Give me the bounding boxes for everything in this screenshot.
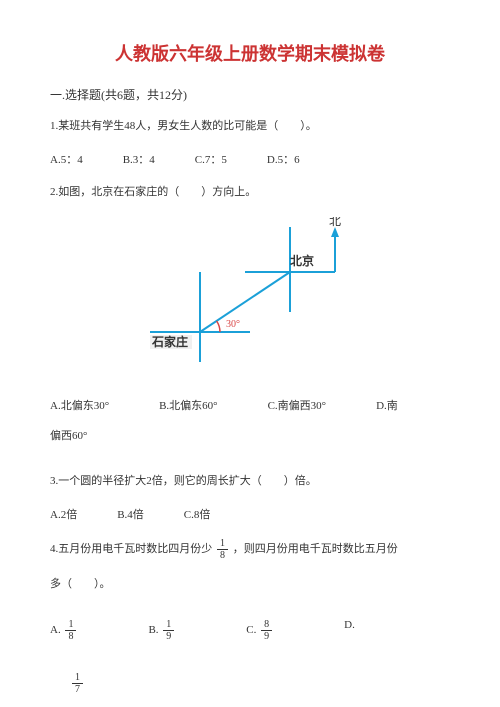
question-3: 3.一个圆的半径扩大2倍，则它的周长扩大（ ）倍。 xyxy=(50,472,450,492)
angle-label: 30° xyxy=(226,319,240,330)
question-3-options: A.2倍 B.4倍 C.8倍 xyxy=(50,506,450,522)
q1-option-c: C.7：5 xyxy=(195,151,227,167)
q3-option-a: A.2倍 xyxy=(50,506,77,522)
page-title: 人教版六年级上册数学期末模拟卷 xyxy=(50,40,450,66)
section-header: 一.选择题(共6题，共12分) xyxy=(50,86,450,103)
q1-option-a: A.5：4 xyxy=(50,151,83,167)
q2-option-c: C.南偏西30° xyxy=(268,397,327,413)
q2-option-b: B.北偏东60° xyxy=(159,397,218,413)
q4-frac-main: 1 8 xyxy=(217,538,228,561)
question-4-cont: 多（ ）。 xyxy=(50,575,450,595)
q4-option-d: D. xyxy=(344,619,355,642)
question-4: 4.五月份用电千瓦时数比四月份少 1 8 ，则四月份用电千瓦时数比五月份 xyxy=(50,538,450,561)
question-2: 2.如图，北京在石家庄的（ ）方向上。 xyxy=(50,183,450,203)
q2-option-d: D.南 xyxy=(376,397,398,413)
q3-option-c: C.8倍 xyxy=(184,506,211,522)
question-1-options: A.5：4 B.3：4 C.7：5 D.5：6 xyxy=(50,151,450,167)
q4-text-2: ，则四月份用电千瓦时数比五月份 xyxy=(233,543,398,555)
q4-option-b: B. 19 xyxy=(148,619,176,642)
beijing-label: 北京 xyxy=(290,253,314,268)
q2-option-a: A.北偏东30° xyxy=(50,397,109,413)
q4-option-d-frac: 17 xyxy=(70,672,450,695)
north-label: 北 xyxy=(329,217,341,228)
q1-option-b: B.3：4 xyxy=(123,151,155,167)
direction-diagram: 北 30° 北京 石家庄 xyxy=(140,217,360,377)
shijiazhuang-label: 石家庄 xyxy=(151,334,188,349)
q3-option-b: B.4倍 xyxy=(117,506,144,522)
q4-text-1: 4.五月份用电千瓦时数比四月份少 xyxy=(50,543,212,555)
q2-option-d-cont: 偏西60° xyxy=(50,427,450,447)
q4-option-c: C. 89 xyxy=(246,619,274,642)
question-4-options: A. 18 B. 19 C. 89 D. xyxy=(50,619,450,642)
question-2-options: A.北偏东30° B.北偏东60° C.南偏西30° D.南 xyxy=(50,397,450,413)
q4-option-a: A. 18 xyxy=(50,619,78,642)
q1-option-d: D.5：6 xyxy=(267,151,300,167)
question-1: 1.某班共有学生48人，男女生人数的比可能是（ ）。 xyxy=(50,117,450,137)
